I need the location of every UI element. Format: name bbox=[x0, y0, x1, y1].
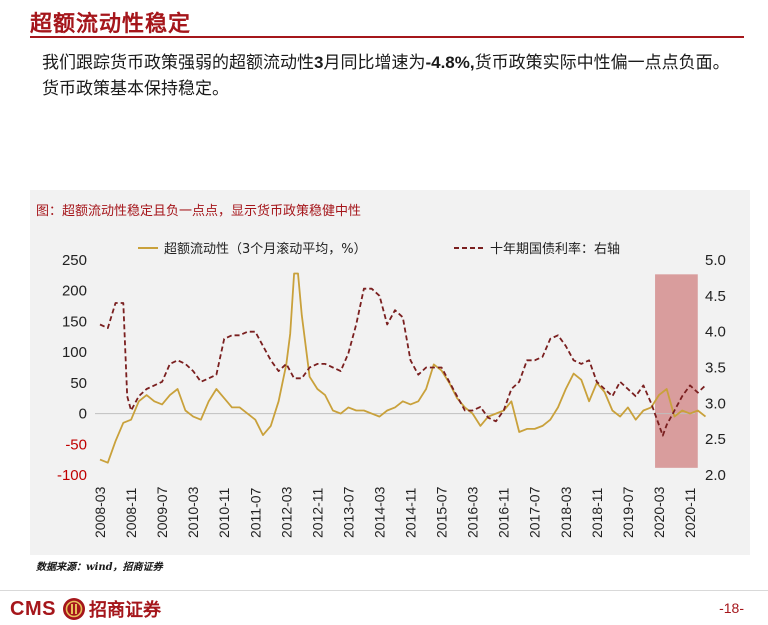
y-left-tick-label: 250 bbox=[62, 252, 87, 269]
x-tick-label: 2009-07 bbox=[154, 486, 170, 538]
y-left-tick-label: 100 bbox=[62, 344, 87, 361]
excess-liquidity-line bbox=[99, 272, 707, 464]
logo-seal-icon bbox=[62, 598, 85, 620]
y-left-tick-label: -100 bbox=[57, 467, 87, 484]
x-tick-label: 2019-07 bbox=[620, 486, 636, 538]
x-tick-label: 2008-11 bbox=[123, 487, 139, 538]
x-tick-label: 2010-11 bbox=[216, 487, 232, 538]
logo-cms-text: CMS bbox=[10, 597, 56, 620]
x-tick-label: 2010-03 bbox=[185, 486, 201, 538]
legend-label-bond-yield: 十年期国债利率：右轴 bbox=[490, 241, 620, 257]
y-left-tick-label: 150 bbox=[62, 313, 87, 330]
x-tick-label: 2014-03 bbox=[371, 486, 387, 538]
slide-title: 超额流动性稳定 bbox=[30, 12, 192, 37]
y-right-tick-label: 2.0 bbox=[705, 467, 726, 484]
y-left-tick-label: 0 bbox=[79, 406, 87, 423]
chart-caption: 图：超额流动性稳定且负一点点，显示货币政策稳健中性 bbox=[36, 204, 362, 219]
y-right-tick-label: 3.5 bbox=[705, 360, 726, 377]
summary-month: 3 bbox=[314, 53, 324, 72]
x-tick-label: 2015-07 bbox=[434, 486, 450, 538]
legend-label-excess-liquidity: 超额流动性（3个月滚动平均，%） bbox=[164, 241, 367, 257]
company-logo: CMS 招商证券 bbox=[10, 596, 161, 622]
shaded-region bbox=[655, 274, 698, 468]
x-tick-label: 2018-11 bbox=[589, 487, 605, 538]
y-right-tick-label: 2.5 bbox=[705, 431, 726, 448]
y-right-tick-label: 4.5 bbox=[705, 288, 726, 305]
x-tick-label: 2008-03 bbox=[92, 486, 108, 538]
y-right-tick-label: 4.0 bbox=[705, 324, 726, 341]
y-left-tick-label: -50 bbox=[65, 436, 87, 453]
summary-text-3: 货币政策实际中性偏一点点负面。货币政策基本保持稳定。 bbox=[42, 53, 730, 99]
x-tick-label: 2020-11 bbox=[682, 487, 698, 538]
logo-cn-text: 招商证券 bbox=[88, 600, 161, 621]
summary-paragraph: 我们跟踪货币政策强弱的超额流动性3月同比增速为-4.8%,货币政策实际中性偏一点… bbox=[42, 50, 742, 102]
chart-panel bbox=[30, 190, 750, 555]
x-tick-label: 2012-11 bbox=[309, 487, 325, 538]
line-chart: 250 200 150 100 50 0 -50 -100 5.0 4.5 4.0 3.5 3.0 2.5… bbox=[57, 241, 726, 538]
footer-divider bbox=[0, 590, 768, 591]
y-left-tick-label: 200 bbox=[62, 283, 87, 300]
x-tick-label: 2013-07 bbox=[340, 486, 356, 538]
title-divider bbox=[30, 36, 744, 38]
y-right-tick-label: 5.0 bbox=[705, 252, 726, 269]
x-tick-label: 2011-07 bbox=[247, 487, 263, 538]
x-tick-label: 2018-03 bbox=[558, 486, 574, 538]
summary-growth-rate: -4.8%, bbox=[425, 53, 475, 72]
x-tick-label: 2016-11 bbox=[496, 487, 512, 538]
y-left-tick-label: 50 bbox=[70, 375, 87, 392]
x-tick-label: 2012-03 bbox=[278, 486, 294, 538]
x-tick-label: 2014-11 bbox=[403, 487, 419, 538]
page-number: -18- bbox=[719, 600, 744, 616]
summary-text-1: 我们跟踪货币政策强弱的超额流动性 bbox=[42, 53, 314, 73]
bond-yield-line bbox=[99, 287, 707, 437]
x-tick-label: 2016-03 bbox=[465, 486, 481, 538]
data-source: 数据来源：wind，招商证券 bbox=[36, 562, 163, 573]
x-tick-label: 2017-07 bbox=[527, 486, 543, 538]
x-tick-label: 2020-03 bbox=[651, 486, 667, 538]
summary-text-2: 月同比增速为 bbox=[323, 53, 426, 73]
y-right-tick-label: 3.0 bbox=[705, 395, 726, 412]
